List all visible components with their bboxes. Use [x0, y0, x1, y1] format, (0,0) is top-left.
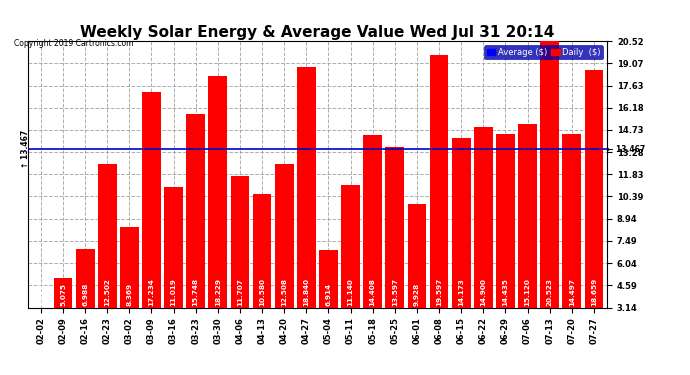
Bar	[408, 204, 426, 356]
Bar	[386, 147, 404, 356]
Text: 18.840: 18.840	[304, 278, 309, 306]
Bar	[540, 41, 559, 356]
Bar	[253, 194, 271, 356]
Bar	[341, 185, 360, 356]
Text: 12.502: 12.502	[104, 278, 110, 306]
Text: 6.988: 6.988	[82, 283, 88, 306]
Bar	[496, 135, 515, 356]
Bar	[275, 164, 294, 356]
Text: 8.369: 8.369	[126, 283, 132, 306]
Text: 14.173: 14.173	[458, 278, 464, 306]
Text: 14.435: 14.435	[502, 278, 509, 306]
Bar	[297, 67, 316, 355]
Text: 12.508: 12.508	[282, 278, 287, 306]
Text: 6.914: 6.914	[326, 283, 331, 306]
Bar	[319, 250, 338, 356]
Bar	[208, 76, 227, 356]
Text: 18.659: 18.659	[591, 278, 597, 306]
Title: Weekly Solar Energy & Average Value Wed Jul 31 20:14: Weekly Solar Energy & Average Value Wed …	[80, 25, 555, 40]
Text: 15.120: 15.120	[524, 278, 531, 306]
Bar	[474, 128, 493, 355]
Legend: Average ($), Daily  ($): Average ($), Daily ($)	[484, 45, 603, 59]
Text: 11.019: 11.019	[170, 278, 177, 306]
Text: 9.928: 9.928	[414, 283, 420, 306]
Bar	[120, 227, 139, 356]
Bar	[584, 70, 603, 356]
Text: 20.523: 20.523	[546, 278, 553, 306]
Text: 14.408: 14.408	[370, 278, 376, 306]
Bar	[518, 124, 537, 356]
Text: 0.000: 0.000	[38, 283, 44, 306]
Text: 19.597: 19.597	[436, 278, 442, 306]
Bar	[230, 176, 249, 356]
Bar	[364, 135, 382, 356]
Text: 13.597: 13.597	[392, 278, 398, 306]
Text: 17.234: 17.234	[148, 278, 155, 306]
Bar	[142, 92, 161, 356]
Text: Copyright 2019 Cartronics.com: Copyright 2019 Cartronics.com	[14, 39, 133, 48]
Bar	[76, 249, 95, 356]
Bar	[186, 114, 205, 356]
Text: 15.748: 15.748	[193, 278, 199, 306]
Text: 11.140: 11.140	[348, 278, 353, 306]
Text: 10.580: 10.580	[259, 278, 265, 306]
Text: 18.229: 18.229	[215, 278, 221, 306]
Bar	[164, 187, 183, 356]
Bar	[430, 56, 448, 356]
Text: 14.497: 14.497	[569, 278, 575, 306]
Bar	[54, 278, 72, 356]
Bar	[98, 164, 117, 356]
Bar	[452, 138, 471, 356]
Text: ← 13.467: ← 13.467	[607, 145, 645, 154]
Text: ↑ 13.467: ↑ 13.467	[21, 130, 30, 168]
Bar	[562, 134, 581, 356]
Text: 11.707: 11.707	[237, 278, 243, 306]
Text: 14.900: 14.900	[480, 278, 486, 306]
Text: 5.075: 5.075	[60, 283, 66, 306]
